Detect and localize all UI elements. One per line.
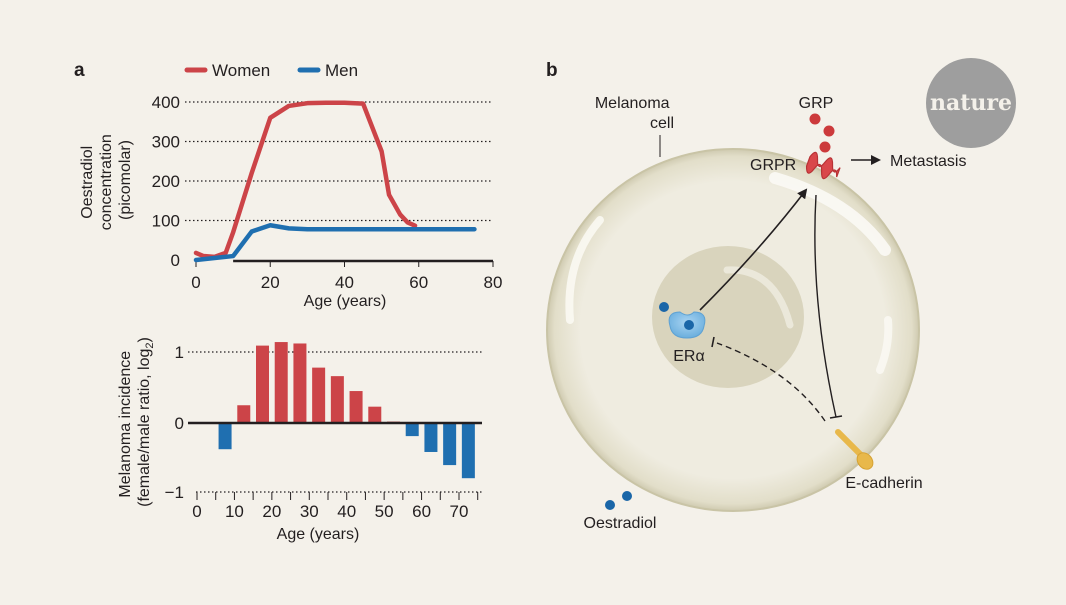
bar-40-44 bbox=[349, 391, 363, 423]
bar-ylabel-line-1: Melanoma incidence bbox=[117, 351, 134, 498]
grp-ligands bbox=[809, 113, 835, 153]
melanoma-cell-label-line-1: Melanoma bbox=[595, 95, 670, 112]
ecadherin-inhibits-era bbox=[716, 342, 826, 422]
x-tick-label: 10 bbox=[225, 502, 244, 521]
nature-logo-circle bbox=[926, 58, 1016, 148]
oestradiol-molecule bbox=[605, 500, 615, 510]
y-tick-label: −1 bbox=[165, 483, 184, 502]
series-line-men bbox=[193, 222, 477, 263]
y-tick-label: 300 bbox=[152, 133, 180, 152]
y-tick-label: 1 bbox=[175, 343, 184, 362]
x-tick-label: 30 bbox=[300, 502, 319, 521]
inhibition-bar bbox=[829, 415, 843, 419]
x-tick-label: 50 bbox=[375, 502, 394, 521]
bar-ylabel-close: ) bbox=[136, 337, 153, 342]
melanoma-cell bbox=[546, 148, 920, 512]
x-tick-label: 40 bbox=[335, 273, 354, 292]
ylabel-line-2: concentration bbox=[98, 134, 115, 230]
bar-70-74 bbox=[461, 423, 475, 479]
y-tick-label: 200 bbox=[152, 172, 180, 191]
ecadherin-protein bbox=[835, 429, 874, 470]
grpr-receptor bbox=[805, 151, 841, 180]
x-tick-label: 0 bbox=[192, 502, 201, 521]
bar-25-29 bbox=[293, 343, 307, 423]
era-bound-oestradiol bbox=[684, 320, 694, 330]
bar-30-34 bbox=[312, 367, 326, 423]
bar-60-64 bbox=[424, 423, 438, 452]
melanoma-cell-label: Melanoma cell bbox=[595, 95, 674, 132]
oestradiol-molecule bbox=[659, 302, 669, 312]
inhibition-bar bbox=[711, 336, 715, 348]
nature-logo-text: nature bbox=[930, 90, 1012, 116]
ylabel-line-1: Oestradiol bbox=[79, 146, 96, 219]
melanoma-cell-label-line-2: cell bbox=[650, 115, 674, 132]
bar-45-49 bbox=[368, 406, 382, 423]
legend-label-men: Men bbox=[325, 61, 358, 80]
grp-molecule bbox=[809, 113, 821, 125]
bar-35-39 bbox=[330, 376, 344, 423]
ylabel-line-3: (picomolar) bbox=[117, 140, 134, 220]
legend-label-women: Women bbox=[212, 61, 270, 80]
grpr-receptor-body bbox=[805, 151, 841, 180]
x-tick-label: 20 bbox=[261, 273, 280, 292]
panel-b-label: b bbox=[546, 60, 558, 81]
era-receptor bbox=[668, 311, 706, 339]
cell-highlight-left bbox=[565, 216, 604, 324]
bar-55-59 bbox=[405, 423, 419, 437]
line-chart-xlabel: Age (years) bbox=[304, 293, 387, 310]
bar-65-69 bbox=[443, 423, 457, 466]
grp-molecule bbox=[819, 141, 831, 153]
grpr-label: GRPR bbox=[750, 157, 796, 174]
bar-10-14 bbox=[237, 405, 251, 423]
y-tick-label: 0 bbox=[171, 251, 180, 270]
series-line-women bbox=[193, 100, 418, 260]
oestradiol-molecule bbox=[622, 491, 632, 501]
y-tick-label: 0 bbox=[175, 414, 184, 433]
y-tick-label: 400 bbox=[152, 93, 180, 112]
grp-label: GRP bbox=[799, 95, 834, 112]
metastasis-label: Metastasis bbox=[890, 153, 966, 170]
bar-ylabel-line-2: (female/male ratio, log2) bbox=[136, 337, 156, 507]
bar-20-24 bbox=[274, 342, 288, 423]
ecadherin-stalk bbox=[835, 429, 865, 459]
x-tick-label: 60 bbox=[412, 502, 431, 521]
cell-highlight-right bbox=[876, 316, 893, 374]
line-chart-ylabel: Oestradiol concentration (picomolar) bbox=[79, 130, 134, 231]
oestradiol-label: Oestradiol bbox=[584, 515, 657, 532]
cell-highlight-top bbox=[769, 172, 891, 256]
bar-ylabel-line-2-main: (female/male ratio, log bbox=[136, 349, 153, 507]
panel-a-label: a bbox=[74, 60, 85, 81]
bar-chart-xlabel: Age (years) bbox=[277, 526, 360, 543]
era-to-grpr-arrow bbox=[699, 188, 808, 311]
bar-chart-ylabel: Melanoma incidence (female/male ratio, l… bbox=[117, 337, 156, 507]
x-tick-label: 60 bbox=[409, 273, 428, 292]
bar-5-9 bbox=[218, 423, 232, 450]
ecadherin-label: E-cadherin bbox=[845, 475, 922, 492]
grp-molecule bbox=[823, 125, 835, 137]
x-tick-label: 80 bbox=[484, 273, 503, 292]
nucleus-highlight bbox=[723, 266, 794, 329]
era-label: ERα bbox=[673, 348, 704, 365]
x-tick-label: 20 bbox=[262, 502, 281, 521]
x-tick-label: 0 bbox=[191, 273, 200, 292]
ecadherin-head bbox=[856, 452, 874, 470]
grpr-inhibits-ecadherin bbox=[814, 194, 837, 418]
nature-logo: nature bbox=[926, 58, 1016, 148]
bar-ylabel-subscript: 2 bbox=[144, 342, 156, 348]
legend: Women Men bbox=[184, 61, 358, 80]
x-tick-label: 70 bbox=[450, 502, 469, 521]
y-tick-label: 100 bbox=[152, 212, 180, 231]
bar-15-19 bbox=[256, 345, 269, 423]
oestradiol-line-chart: 0 100 200 300 400 0 20 40 60 80 bbox=[152, 93, 503, 292]
x-tick-label: 40 bbox=[337, 502, 356, 521]
